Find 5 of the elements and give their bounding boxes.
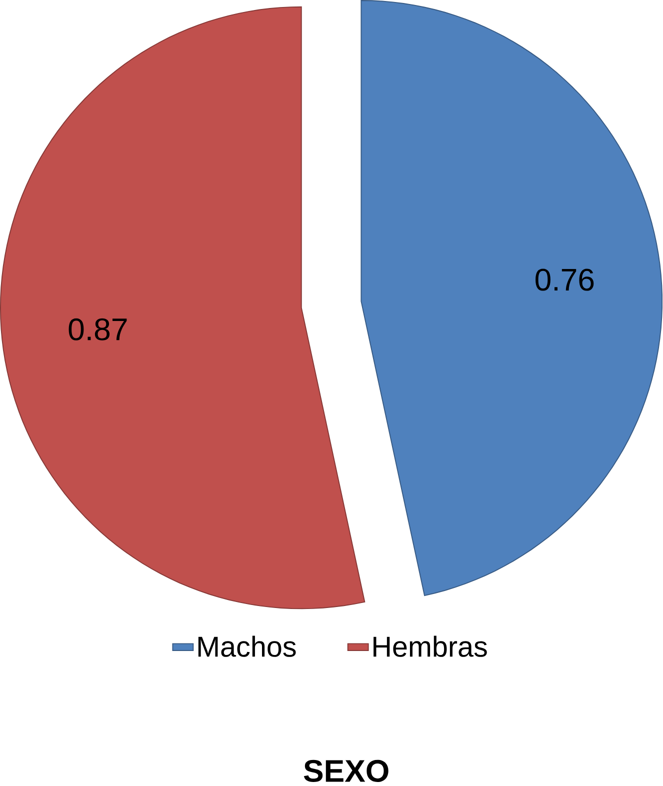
legend-label: Hembras [374, 636, 488, 657]
data-label: 0.76 [536, 268, 594, 291]
text: SEXO [304, 760, 389, 782]
data-label: 0.87 [69, 318, 127, 340]
legend-label: Machos [198, 636, 296, 657]
